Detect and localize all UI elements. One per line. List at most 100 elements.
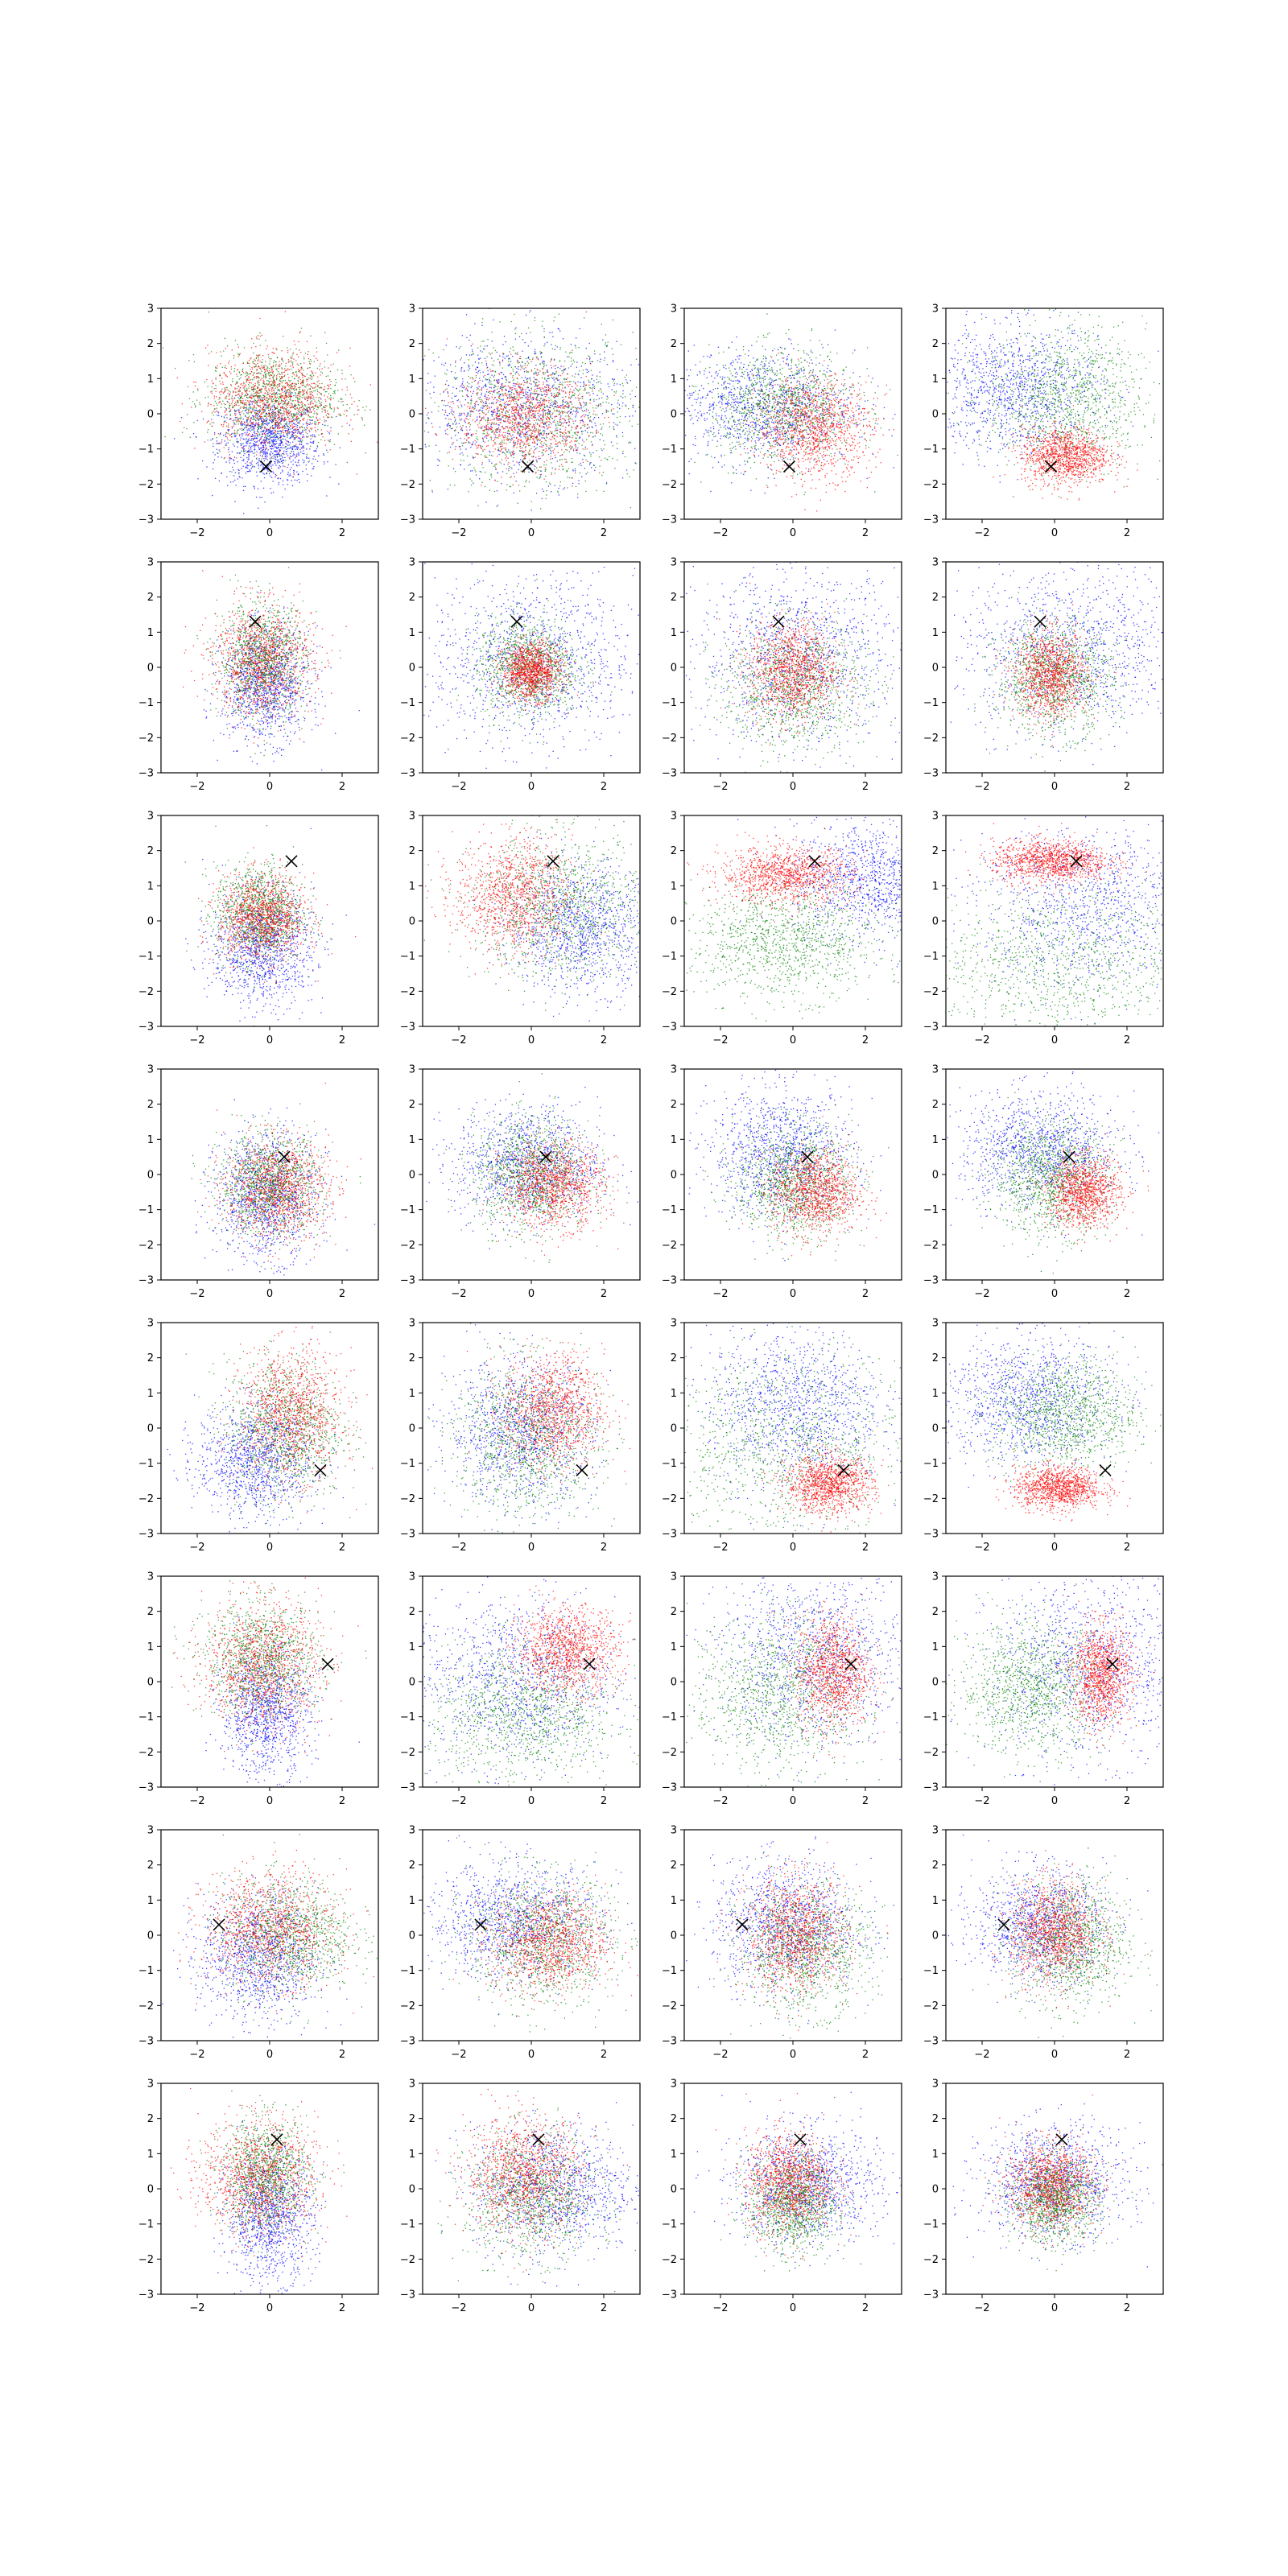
data-point-green [276, 369, 277, 370]
data-point-blue [254, 435, 255, 436]
data-point-green [258, 428, 259, 429]
data-point-green [256, 338, 257, 339]
data-point-red [306, 423, 307, 424]
data-point-green [233, 422, 234, 423]
data-point-blue [461, 367, 462, 368]
data-point-red [251, 338, 252, 339]
data-point-green [242, 369, 243, 370]
data-point-blue [274, 461, 275, 462]
data-point-blue [278, 477, 279, 478]
data-point-green [504, 377, 505, 378]
data-point-red [315, 405, 316, 406]
data-point-blue [546, 380, 547, 381]
data-point-red [295, 375, 296, 376]
data-point-blue [486, 397, 487, 398]
data-point-green [298, 441, 299, 442]
data-point-red [229, 371, 230, 372]
data-point-blue [244, 453, 245, 454]
data-point-red [324, 412, 325, 413]
data-point-blue [543, 445, 544, 446]
data-point-blue [292, 446, 293, 447]
data-point-red [297, 395, 298, 396]
data-point-green [285, 365, 286, 366]
data-point-red [273, 445, 274, 446]
data-point-blue [245, 432, 246, 433]
data-point-blue [534, 446, 535, 447]
data-point-blue [622, 432, 623, 433]
data-point-blue [469, 355, 470, 356]
data-point-green [324, 366, 325, 367]
data-point-red [273, 414, 274, 415]
data-point-red [278, 368, 279, 369]
data-point-red [277, 411, 278, 412]
data-point-blue [505, 413, 506, 414]
data-point-green [288, 417, 289, 418]
data-point-green [236, 421, 237, 422]
data-point-green [240, 397, 241, 398]
data-point-blue [552, 378, 553, 379]
data-point-green [548, 378, 549, 379]
data-point-red [304, 398, 305, 399]
data-point-green [494, 491, 495, 492]
data-point-blue [292, 392, 293, 393]
data-point-green [270, 358, 271, 359]
data-point-green [270, 372, 271, 373]
data-point-blue [313, 443, 314, 444]
data-point-green [331, 397, 332, 398]
data-point-blue [493, 377, 494, 378]
data-point-green [212, 412, 213, 413]
data-point-blue [290, 473, 291, 474]
data-point-blue [238, 441, 239, 442]
data-point-green [463, 425, 464, 426]
data-point-blue [297, 425, 298, 426]
data-point-green [590, 388, 591, 389]
data-point-red [311, 376, 312, 377]
data-point-blue [521, 436, 522, 437]
data-point-blue [271, 440, 272, 441]
data-point-blue [280, 447, 281, 448]
data-point-green [330, 388, 331, 389]
data-point-green [551, 377, 552, 378]
data-point-blue [555, 365, 556, 366]
data-point-red [251, 382, 252, 383]
data-point-green [315, 390, 316, 391]
data-point-red [303, 362, 304, 363]
data-point-blue [254, 433, 255, 434]
data-point-red [302, 409, 303, 410]
data-point-blue [542, 437, 543, 438]
data-point-blue [485, 405, 486, 406]
data-point-blue [296, 464, 297, 465]
data-point-blue [233, 460, 234, 461]
data-point-green [326, 376, 327, 377]
data-point-red [334, 407, 335, 408]
data-point-red [250, 357, 251, 358]
data-point-blue [587, 372, 588, 373]
data-point-red [276, 375, 277, 376]
data-point-red [351, 441, 352, 442]
y-tick-label: −3 [138, 514, 154, 526]
data-point-red [296, 354, 297, 355]
data-point-blue [280, 466, 281, 467]
data-point-green [300, 363, 301, 364]
data-point-blue [481, 387, 482, 388]
data-point-blue [265, 444, 266, 445]
data-point-blue [263, 430, 264, 431]
data-point-red [256, 355, 257, 356]
data-point-red [361, 418, 362, 419]
data-point-red [285, 386, 286, 387]
data-point-red [260, 395, 261, 396]
data-point-blue [266, 430, 267, 431]
data-point-green [294, 437, 295, 438]
data-point-blue [461, 452, 462, 453]
data-point-blue [492, 415, 493, 416]
data-point-blue [622, 477, 623, 478]
data-point-blue [308, 461, 309, 462]
data-point-blue [500, 419, 501, 420]
data-point-green [302, 395, 303, 396]
data-point-green [267, 408, 268, 409]
data-point-red [226, 414, 227, 415]
data-point-blue [427, 373, 428, 374]
data-point-red [349, 348, 350, 349]
data-point-blue [622, 390, 623, 391]
data-point-blue [268, 423, 269, 424]
